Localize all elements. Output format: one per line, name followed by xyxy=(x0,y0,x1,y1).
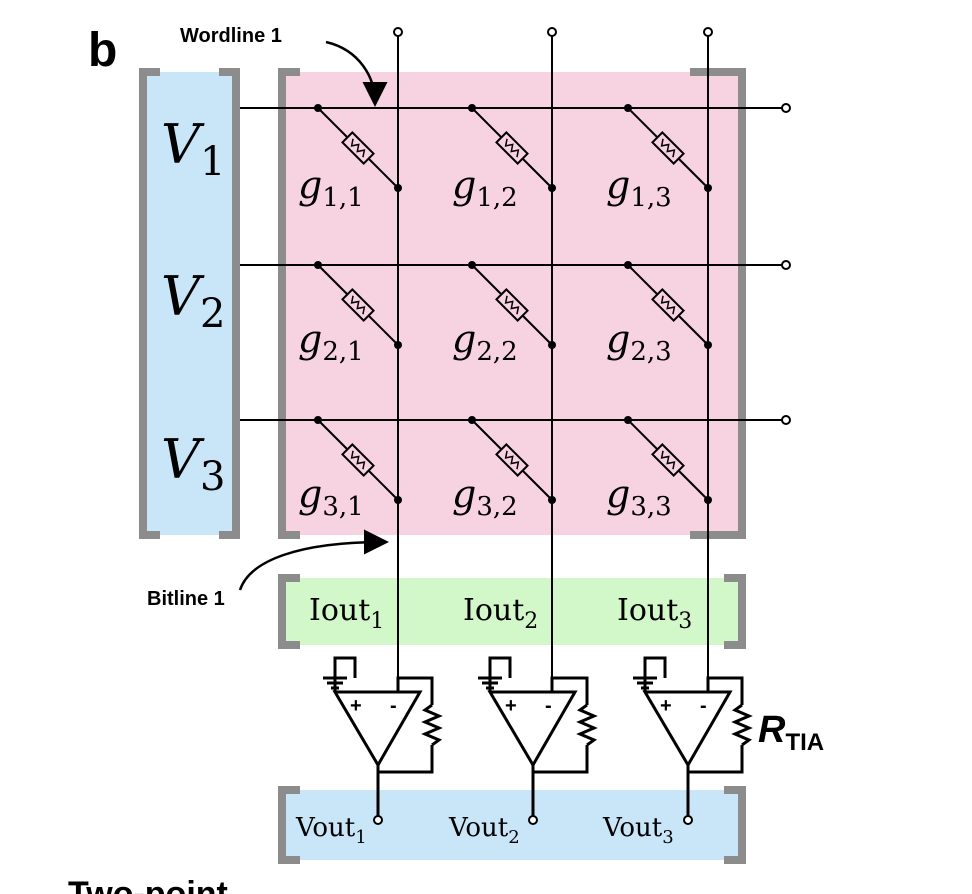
bitline-terminal xyxy=(393,27,403,37)
output-voltage-label: Vout2 xyxy=(448,813,520,848)
panel-brackets xyxy=(139,68,746,864)
input-voltage-label: V2 xyxy=(161,265,225,337)
tia-amplifier-1 xyxy=(323,656,443,818)
input-voltage-label: V3 xyxy=(161,428,225,500)
input-voltage-label: V1 xyxy=(161,113,225,185)
opamp-minus-sign: - xyxy=(545,695,552,717)
bitline-terminal xyxy=(547,27,557,37)
output-voltage-label: Vout1 xyxy=(295,813,367,848)
wordline-terminal xyxy=(781,103,791,113)
output-terminal xyxy=(683,815,693,825)
opamp-plus-sign: + xyxy=(350,695,362,717)
panel-label: b xyxy=(88,24,117,77)
bitline-terminal xyxy=(703,27,713,37)
bitlines xyxy=(397,34,709,690)
opamp-minus-sign: - xyxy=(390,695,397,717)
wordline-arrow xyxy=(325,40,388,107)
feedback-resistor-label: RTIA xyxy=(758,709,824,756)
input-voltage-panel xyxy=(143,72,236,535)
output-voltage-panel xyxy=(282,790,742,860)
wordline-terminal xyxy=(781,415,791,425)
conductance-label: g1,2 xyxy=(452,163,518,213)
conductance-label: g1,3 xyxy=(606,163,672,213)
bottom-caption: Two-point xyxy=(68,875,228,894)
output-current-label: Iout1 xyxy=(309,593,384,634)
bitline-label: Bitline 1 xyxy=(147,588,225,610)
conductance-label: g2,3 xyxy=(606,317,672,367)
wordlines xyxy=(240,107,785,421)
conductance-label: g2,1 xyxy=(298,317,364,367)
tia-amplifier-3 xyxy=(633,656,753,818)
output-voltage-label: Vout3 xyxy=(602,813,674,848)
conductance-label: g3,3 xyxy=(606,472,672,522)
conductance-label: g2,2 xyxy=(452,317,518,367)
output-terminal xyxy=(528,815,538,825)
tia-amplifier-2 xyxy=(478,656,598,818)
opamp-plus-sign: + xyxy=(660,695,672,717)
output-current-label: Iout2 xyxy=(463,593,538,634)
opamp-plus-sign: + xyxy=(505,695,517,717)
conductance-label: g1,1 xyxy=(298,163,364,213)
opamp-minus-sign: - xyxy=(700,695,707,717)
wordline-label: Wordline 1 xyxy=(180,25,282,47)
conductance-label: g3,1 xyxy=(298,472,364,522)
output-terminal xyxy=(373,815,383,825)
output-current-label: Iout3 xyxy=(617,593,692,634)
wordline-terminal xyxy=(781,260,791,270)
conductance-label: g3,2 xyxy=(452,472,518,522)
output-current-panel xyxy=(282,578,742,645)
bitline-arrow xyxy=(238,529,389,591)
